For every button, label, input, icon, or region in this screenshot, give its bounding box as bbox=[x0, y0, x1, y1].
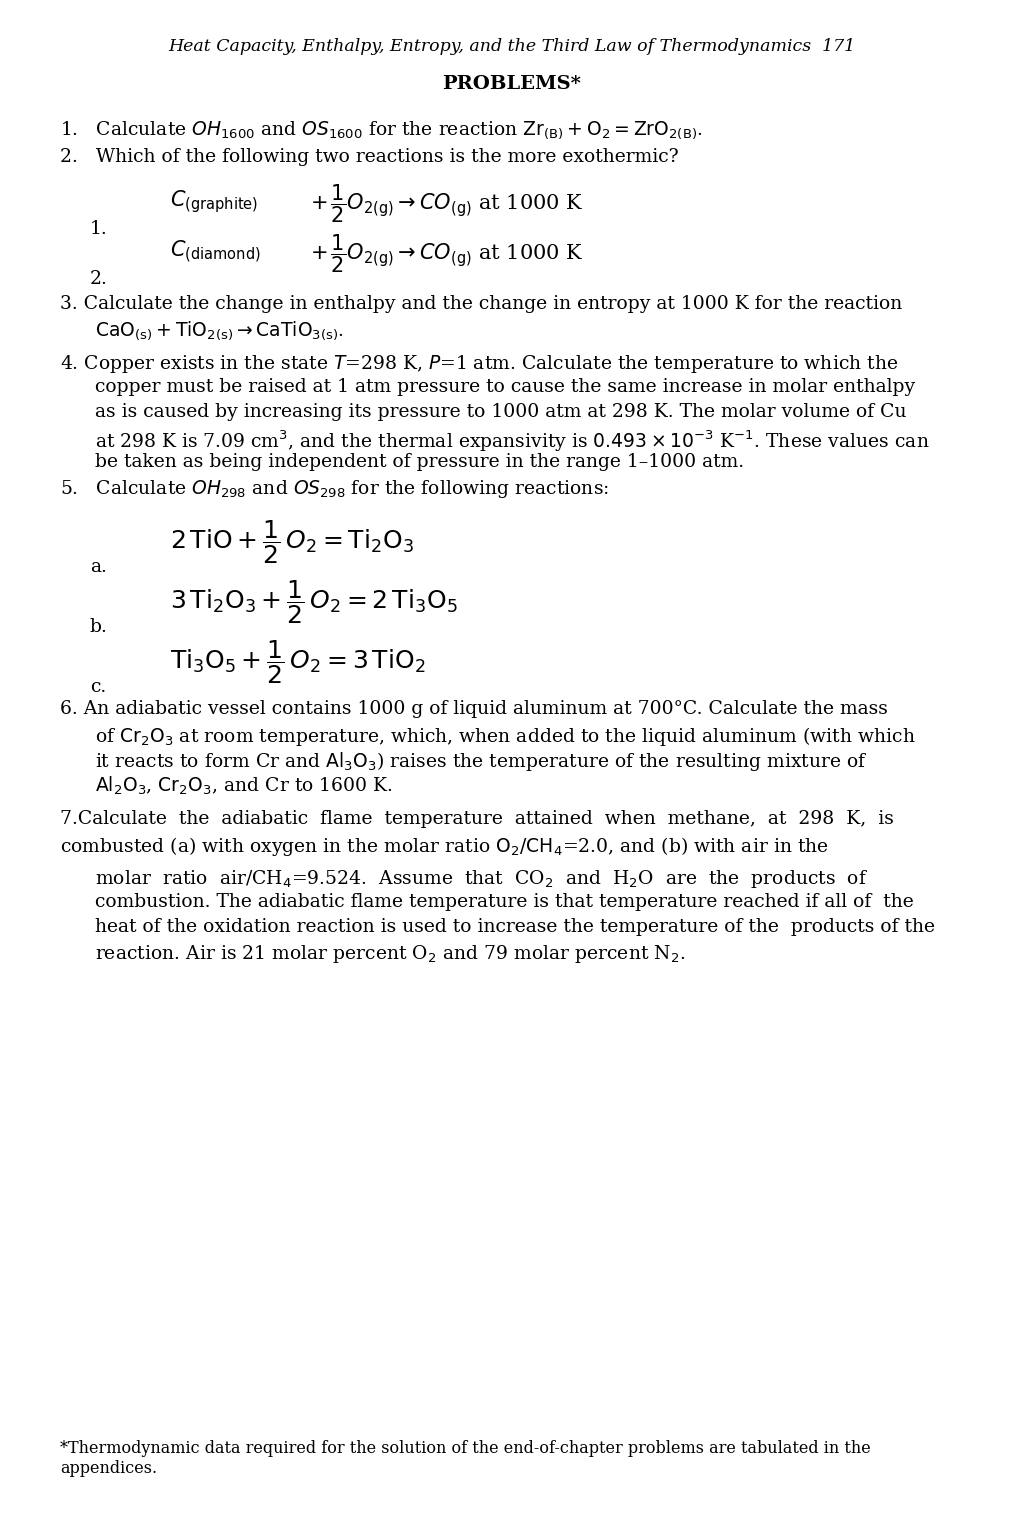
Text: 3. Calculate the change in enthalpy and the change in entropy at 1000 K for the : 3. Calculate the change in enthalpy and … bbox=[60, 295, 902, 313]
Text: heat of the oxidation reaction is used to increase the temperature of the  produ: heat of the oxidation reaction is used t… bbox=[95, 919, 935, 935]
Text: $2\,\mathrm{TiO} + \dfrac{1}{2}\,O_2 = \mathrm{Ti_2O_3}$: $2\,\mathrm{TiO} + \dfrac{1}{2}\,O_2 = \… bbox=[170, 518, 414, 565]
Text: $\mathrm{Ti_3O_5} + \dfrac{1}{2}\,O_2 = 3\,\mathrm{TiO_2}$: $\mathrm{Ti_3O_5} + \dfrac{1}{2}\,O_2 = … bbox=[170, 637, 426, 685]
Text: 4. Copper exists in the state $T$=298 K, $P$=1 atm. Calculate the temperature to: 4. Copper exists in the state $T$=298 K,… bbox=[60, 353, 898, 375]
Text: 2.: 2. bbox=[90, 270, 108, 289]
Text: it reacts to form Cr and $\mathrm{Al_3O_3}$) raises the temperature of the resul: it reacts to form Cr and $\mathrm{Al_3O_… bbox=[95, 750, 867, 773]
Text: $+\,\dfrac{1}{2}O_{2(\mathrm{g})} \rightarrow CO_{(\mathrm{g})}$ at 1000 K: $+\,\dfrac{1}{2}O_{2(\mathrm{g})} \right… bbox=[310, 181, 584, 224]
Text: copper must be raised at 1 atm pressure to cause the same increase in molar enth: copper must be raised at 1 atm pressure … bbox=[95, 378, 915, 396]
Text: be taken as being independent of pressure in the range 1–1000 atm.: be taken as being independent of pressur… bbox=[95, 453, 744, 472]
Text: $3\,\mathrm{Ti_2O_3} + \dfrac{1}{2}\,O_2 = 2\,\mathrm{Ti_3O_5}$: $3\,\mathrm{Ti_2O_3} + \dfrac{1}{2}\,O_2… bbox=[170, 578, 458, 625]
Text: $+\,\dfrac{1}{2}O_{2(\mathrm{g})} \rightarrow CO_{(\mathrm{g})}$ at 1000 K: $+\,\dfrac{1}{2}O_{2(\mathrm{g})} \right… bbox=[310, 232, 584, 275]
Text: 7.Calculate  the  adiabatic  flame  temperature  attained  when  methane,  at  2: 7.Calculate the adiabatic flame temperat… bbox=[60, 809, 894, 828]
Text: Heat Capacity, Enthalpy, Entropy, and the Third Law of Thermodynamics  171: Heat Capacity, Enthalpy, Entropy, and th… bbox=[168, 38, 856, 55]
Text: 1.: 1. bbox=[90, 220, 108, 238]
Text: 6. An adiabatic vessel contains 1000 g of liquid aluminum at 700°C. Calculate th: 6. An adiabatic vessel contains 1000 g o… bbox=[60, 700, 888, 717]
Text: b.: b. bbox=[90, 617, 108, 636]
Text: PROBLEMS*: PROBLEMS* bbox=[442, 75, 582, 94]
Text: 1.   Calculate $OH_{1600}$ and $OS_{1600}$ for the reaction $\mathrm{Zr_{(B)}+O_: 1. Calculate $OH_{1600}$ and $OS_{1600}$… bbox=[60, 120, 702, 141]
Text: reaction. Air is 21 molar percent O$_2$ and 79 molar percent N$_2$.: reaction. Air is 21 molar percent O$_2$ … bbox=[95, 943, 685, 965]
Text: a.: a. bbox=[90, 558, 106, 576]
Text: $C_\mathrm{(diamond)}$: $C_\mathrm{(diamond)}$ bbox=[170, 238, 261, 264]
Text: *Thermodynamic data required for the solution of the end-of-chapter problems are: *Thermodynamic data required for the sol… bbox=[60, 1441, 870, 1476]
Text: 5.   Calculate $OH_{298}$ and $OS_{298}$ for the following reactions:: 5. Calculate $OH_{298}$ and $OS_{298}$ f… bbox=[60, 478, 609, 501]
Text: of $\mathrm{Cr_2O_3}$ at room temperature, which, when added to the liquid alumi: of $\mathrm{Cr_2O_3}$ at room temperatur… bbox=[95, 725, 915, 748]
Text: 2.   Which of the following two reactions is the more exothermic?: 2. Which of the following two reactions … bbox=[60, 147, 679, 166]
Text: $C_\mathrm{(graphite)}$: $C_\mathrm{(graphite)}$ bbox=[170, 187, 258, 215]
Text: c.: c. bbox=[90, 677, 106, 696]
Text: at 298 K is 7.09 cm$^3$, and the thermal expansivity is $0.493\times10^{-3}$ K$^: at 298 K is 7.09 cm$^3$, and the thermal… bbox=[95, 429, 930, 453]
Text: combustion. The adiabatic flame temperature is that temperature reached if all o: combustion. The adiabatic flame temperat… bbox=[95, 892, 913, 911]
Text: molar  ratio  air/CH$_4$=9.524.  Assume  that  CO$_2$  and  H$_2$O  are  the  pr: molar ratio air/CH$_4$=9.524. Assume tha… bbox=[95, 868, 868, 889]
Text: $\mathrm{Al_2O_3}$, $\mathrm{Cr_2O_3}$, and Cr to 1600 K.: $\mathrm{Al_2O_3}$, $\mathrm{Cr_2O_3}$, … bbox=[95, 776, 392, 797]
Text: as is caused by increasing its pressure to 1000 atm at 298 K. The molar volume o: as is caused by increasing its pressure … bbox=[95, 402, 906, 421]
Text: combusted (a) with oxygen in the molar ratio $\mathrm{O_2/CH_4}$=2.0, and (b) wi: combusted (a) with oxygen in the molar r… bbox=[60, 836, 828, 859]
Text: $\mathrm{CaO_{(s)}+TiO_{2(s)} \rightarrow CaTiO_{3(s)}}$.: $\mathrm{CaO_{(s)}+TiO_{2(s)} \rightarro… bbox=[95, 319, 344, 343]
